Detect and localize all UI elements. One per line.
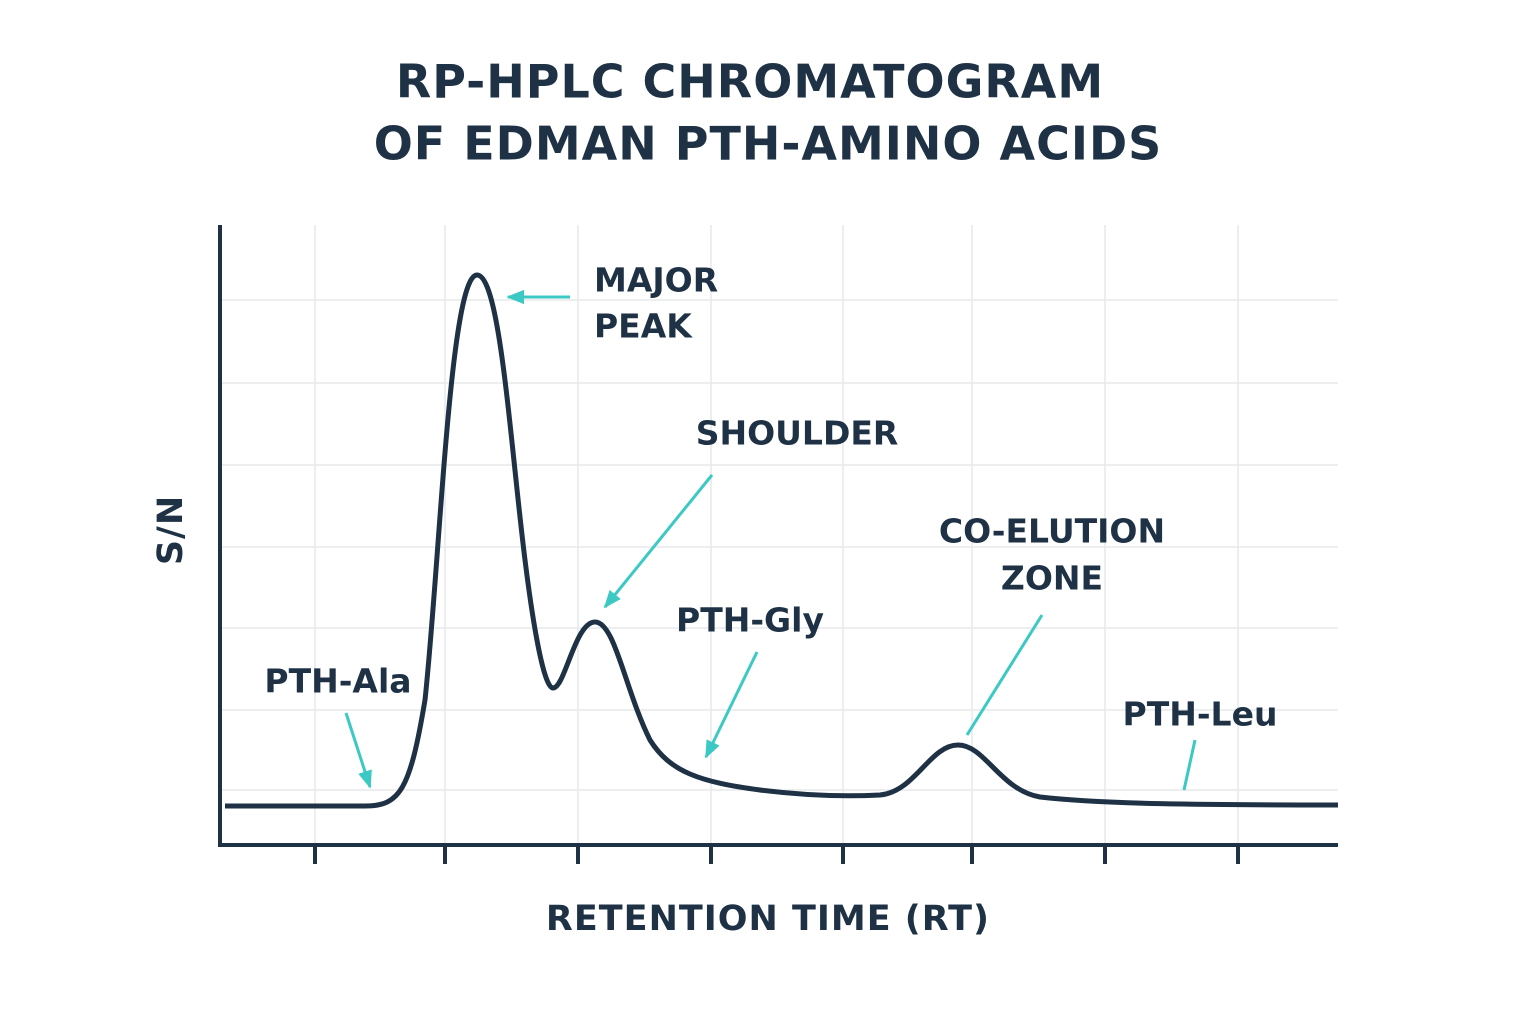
annotation: MAJOR	[594, 261, 718, 300]
title-line: RP-HPLC CHROMATOGRAM	[396, 55, 1104, 109]
grid	[220, 225, 1338, 845]
arrow	[603, 474, 714, 609]
title-line: OF EDMAN PTH-AMINO ACIDS	[374, 117, 1163, 171]
chromatogram-trace	[225, 272, 1339, 809]
annotation: PTH-Ala	[264, 662, 411, 701]
arrow	[344, 712, 372, 789]
annotation: PTH-Gly	[676, 601, 824, 640]
annotation: SHOULDER	[696, 414, 899, 453]
annotation: PTH-Leu	[1123, 695, 1278, 734]
annotation: ZONE	[1001, 559, 1103, 598]
annotation: CO-ELUTION	[939, 512, 1165, 551]
x-axis-label: RETENTION TIME (RT)	[546, 899, 990, 939]
arrow	[704, 651, 759, 759]
y-axis-label: S/N	[151, 495, 191, 565]
arrow	[965, 614, 1044, 736]
arrow	[1182, 739, 1197, 791]
annotation: PEAK	[594, 307, 693, 346]
axes	[218, 225, 1338, 864]
